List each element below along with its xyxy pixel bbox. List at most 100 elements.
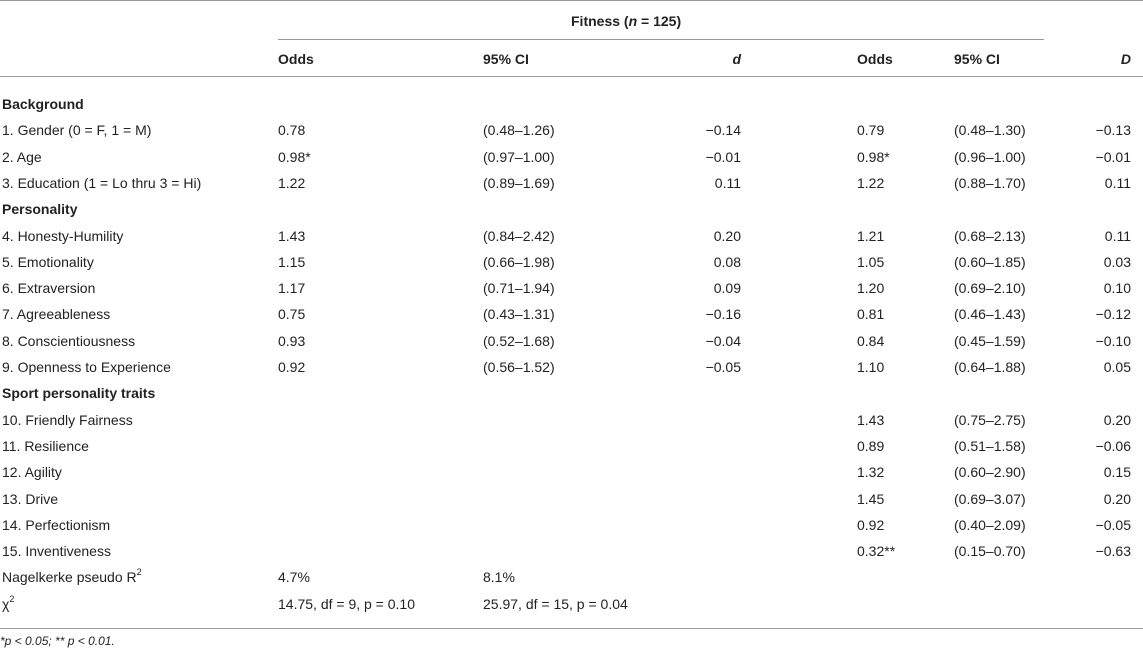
ci-model2: (0.69–3.07) xyxy=(954,491,1026,507)
ci-model2: (0.46–1.43) xyxy=(954,306,1026,322)
nagelkerke-model2: 8.1% xyxy=(483,569,515,585)
row-label: 4. Honesty-Humility xyxy=(2,228,124,244)
ci-model2: (0.40–2.09) xyxy=(954,517,1026,533)
odds-model2: 0.79 xyxy=(857,122,885,138)
chi-square-label: χ2 xyxy=(2,594,15,612)
ci-model2: (0.45–1.59) xyxy=(954,333,1026,349)
odds-model1: 1.43 xyxy=(278,228,306,244)
d-model2: −0.01 xyxy=(1095,149,1131,165)
d-model1: 0.09 xyxy=(713,280,741,296)
ci-model1: (0.84–2.42) xyxy=(483,228,555,244)
d-model2: 0.15 xyxy=(1103,464,1131,480)
d-model2: 0.10 xyxy=(1103,280,1131,296)
odds-model2: 0.84 xyxy=(857,333,885,349)
odds-model2: 0.32** xyxy=(857,543,896,559)
d-model2: 0.20 xyxy=(1103,412,1131,428)
odds-model2: 1.45 xyxy=(857,491,885,507)
group-header: Fitness (n = 125) xyxy=(571,13,682,29)
ci-model2: (0.60–2.90) xyxy=(954,464,1026,480)
d-model2: −0.63 xyxy=(1095,543,1131,559)
ci-model1: (0.56–1.52) xyxy=(483,359,555,375)
ci-model2: (0.88–1.70) xyxy=(954,175,1026,191)
ci-model2: (0.69–2.10) xyxy=(954,280,1026,296)
row-label: 13. Drive xyxy=(2,491,59,507)
ci-model2: (0.96–1.00) xyxy=(954,149,1026,165)
odds-model1: 0.98* xyxy=(278,149,311,165)
odds-model2: 0.81 xyxy=(857,306,885,322)
d-model2: −0.12 xyxy=(1095,306,1131,322)
ci-model1: (0.89–1.69) xyxy=(483,175,555,191)
d-model1: 0.11 xyxy=(714,175,741,191)
d-model1: −0.05 xyxy=(705,359,741,375)
chi-square-model1: 14.75, df = 9, p = 0.10 xyxy=(278,596,415,612)
row-label: 14. Perfectionism xyxy=(2,517,111,533)
ci-model2: (0.15–0.70) xyxy=(954,543,1026,559)
ci-model2: (0.60–1.85) xyxy=(954,254,1026,270)
row-label: 2. Age xyxy=(2,149,42,165)
odds-model2: 0.92 xyxy=(857,517,885,533)
row-label: 5. Emotionality xyxy=(2,254,94,270)
d-model2: 0.20 xyxy=(1103,491,1131,507)
ci-model1: (0.97–1.00) xyxy=(483,149,555,165)
nagelkerke-label: Nagelkerke pseudo R2 xyxy=(2,567,142,585)
table-top-rule xyxy=(0,0,1143,1)
d-model1: 0.08 xyxy=(713,254,741,270)
d-model2: 0.11 xyxy=(1104,175,1131,191)
odds-model1: 0.78 xyxy=(278,122,306,138)
chi-square-model2: 25.97, df = 15, p = 0.04 xyxy=(483,596,628,612)
section-title: Sport personality traits xyxy=(2,385,156,401)
column-header-2: d xyxy=(732,51,741,67)
d-model1: −0.04 xyxy=(705,333,741,349)
column-header-1: 95% CI xyxy=(483,51,529,67)
ci-model1: (0.66–1.98) xyxy=(483,254,555,270)
d-model1: 0.20 xyxy=(713,228,741,244)
odds-model2: 1.05 xyxy=(857,254,885,270)
section-title: Background xyxy=(2,96,84,112)
ci-model1: (0.48–1.26) xyxy=(483,122,555,138)
d-model2: 0.03 xyxy=(1103,254,1131,270)
ci-model2: (0.75–2.75) xyxy=(954,412,1026,428)
d-model1: −0.14 xyxy=(705,122,741,138)
d-model1: −0.16 xyxy=(705,306,741,322)
odds-model2: 1.21 xyxy=(857,228,885,244)
odds-model1: 1.22 xyxy=(278,175,306,191)
odds-model1: 1.17 xyxy=(278,280,306,296)
ci-model2: (0.51–1.58) xyxy=(954,438,1026,454)
ci-model2: (0.68–2.13) xyxy=(954,228,1026,244)
section-title: Personality xyxy=(2,201,78,217)
d-model2: 0.11 xyxy=(1104,228,1131,244)
column-header-5: D xyxy=(1120,51,1131,67)
odds-model2: 1.20 xyxy=(857,280,885,296)
ci-model1: (0.71–1.94) xyxy=(483,280,555,296)
row-label: 11. Resilience xyxy=(2,438,89,454)
odds-model1: 0.93 xyxy=(278,333,306,349)
d-model2: −0.06 xyxy=(1095,438,1131,454)
d-model2: −0.10 xyxy=(1095,333,1131,349)
d-model2: −0.13 xyxy=(1095,122,1131,138)
ci-model1: (0.52–1.68) xyxy=(483,333,555,349)
table-bottom-rule xyxy=(0,628,1143,629)
d-model1: −0.01 xyxy=(705,149,741,165)
odds-model2: 0.89 xyxy=(857,438,885,454)
column-header-4: 95% CI xyxy=(954,51,1000,67)
d-model2: −0.05 xyxy=(1095,517,1131,533)
row-label: 15. Inventiveness xyxy=(2,543,111,559)
table-footnote: *p < 0.05; ** p < 0.01. xyxy=(0,634,115,648)
row-label: 3. Education (1 = Lo thru 3 = Hi) xyxy=(2,175,202,191)
odds-model2: 1.32 xyxy=(857,464,885,480)
ci-model2: (0.48–1.30) xyxy=(954,122,1026,138)
odds-model2: 0.98* xyxy=(857,149,890,165)
odds-model1: 1.15 xyxy=(278,254,306,270)
odds-model2: 1.43 xyxy=(857,412,885,428)
row-label: 9. Openness to Experience xyxy=(2,359,171,375)
row-label: 6. Extraversion xyxy=(2,280,96,296)
row-label: 10. Friendly Fairness xyxy=(2,412,133,428)
odds-model2: 1.10 xyxy=(857,359,885,375)
column-header-3: Odds xyxy=(857,51,893,67)
odds-model1: 0.92 xyxy=(278,359,306,375)
column-header-0: Odds xyxy=(278,51,314,67)
d-model2: 0.05 xyxy=(1103,359,1131,375)
odds-model1: 0.75 xyxy=(278,306,306,322)
ci-model1: (0.43–1.31) xyxy=(483,306,555,322)
